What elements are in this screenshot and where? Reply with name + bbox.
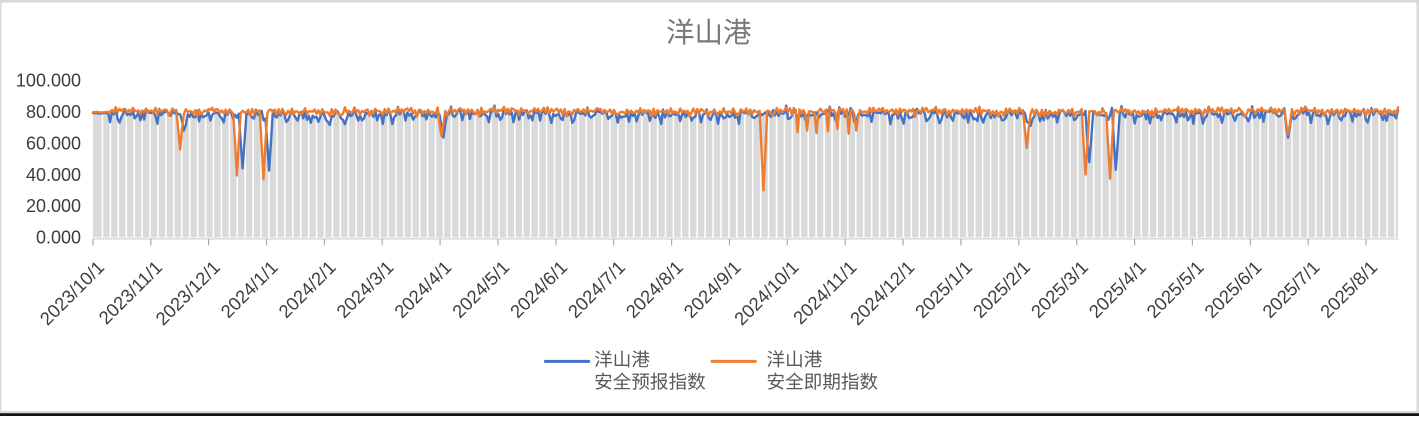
svg-text:2025/1/1: 2025/1/1 xyxy=(911,256,976,321)
svg-text:2024/12/1: 2024/12/1 xyxy=(846,256,919,329)
svg-text:2024/7/1: 2024/7/1 xyxy=(564,256,629,321)
svg-text:100.000: 100.000 xyxy=(16,70,81,90)
svg-text:2024/3/1: 2024/3/1 xyxy=(332,256,397,321)
svg-text:2025/8/1: 2025/8/1 xyxy=(1316,256,1381,321)
svg-text:2025/5/1: 2025/5/1 xyxy=(1142,256,1207,321)
svg-text:20.000: 20.000 xyxy=(26,196,81,216)
svg-text:2024/5/1: 2024/5/1 xyxy=(448,256,513,321)
svg-text:2024/1/1: 2024/1/1 xyxy=(216,256,281,321)
svg-text:2025/7/1: 2025/7/1 xyxy=(1258,256,1323,321)
svg-text:40.000: 40.000 xyxy=(26,165,81,185)
svg-text:2024/8/1: 2024/8/1 xyxy=(621,256,686,321)
svg-text:2025/6/1: 2025/6/1 xyxy=(1200,256,1265,321)
svg-text:80.000: 80.000 xyxy=(26,102,81,122)
svg-text:2025/2/1: 2025/2/1 xyxy=(969,256,1034,321)
svg-text:2024/2/1: 2024/2/1 xyxy=(274,256,339,321)
svg-text:0.000: 0.000 xyxy=(36,228,81,248)
svg-text:2025/4/1: 2025/4/1 xyxy=(1084,256,1149,321)
svg-text:60.000: 60.000 xyxy=(26,133,81,153)
svg-text:2024/6/1: 2024/6/1 xyxy=(506,256,571,321)
svg-text:2023/10/1: 2023/10/1 xyxy=(36,256,109,329)
svg-text:2025/3/1: 2025/3/1 xyxy=(1027,256,1092,321)
svg-text:2024/4/1: 2024/4/1 xyxy=(390,256,455,321)
